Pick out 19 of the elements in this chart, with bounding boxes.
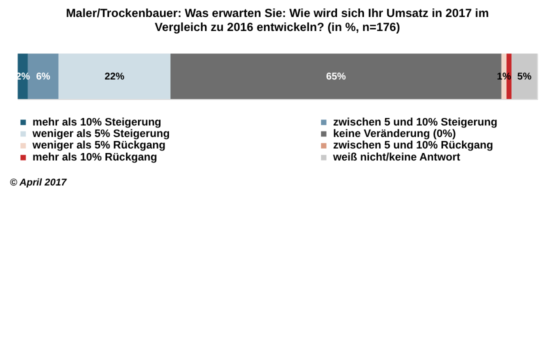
legend-label: zwischen 5 und 10% Steigerung: [333, 116, 498, 128]
legend-label: keine Veränderung (0%): [333, 128, 456, 140]
bar: [58, 54, 170, 99]
text: © April 2017: [10, 178, 68, 189]
text: Maler/Trockenbauer: Was erwarten Sie: Wie wird sich Ihr Umsatz in 2017 im: [66, 6, 489, 20]
legend-label: weniger als 5% Steigerung: [32, 128, 170, 140]
data-label: 6%: [36, 71, 51, 82]
legend-label: mehr als 10% Rückgang: [32, 152, 158, 164]
bar: [512, 54, 538, 99]
text: Vergleich zu 2016 entwickeln? (in %, n=176): [154, 20, 400, 34]
data-label: 65%: [326, 71, 346, 82]
legend-label: weniger als 5% Rückgang: [32, 140, 166, 152]
data-label: 1%: [496, 71, 512, 82]
bar: [18, 54, 28, 99]
data-label: 5%: [517, 71, 532, 82]
legend-label: mehr als 10% Steigerung: [32, 116, 162, 128]
legend-label: zwischen 5 und 10% Rückgang: [333, 140, 494, 152]
legend-label: weiß nicht/keine Antwort: [332, 152, 461, 164]
data-label: 22%: [104, 71, 125, 82]
